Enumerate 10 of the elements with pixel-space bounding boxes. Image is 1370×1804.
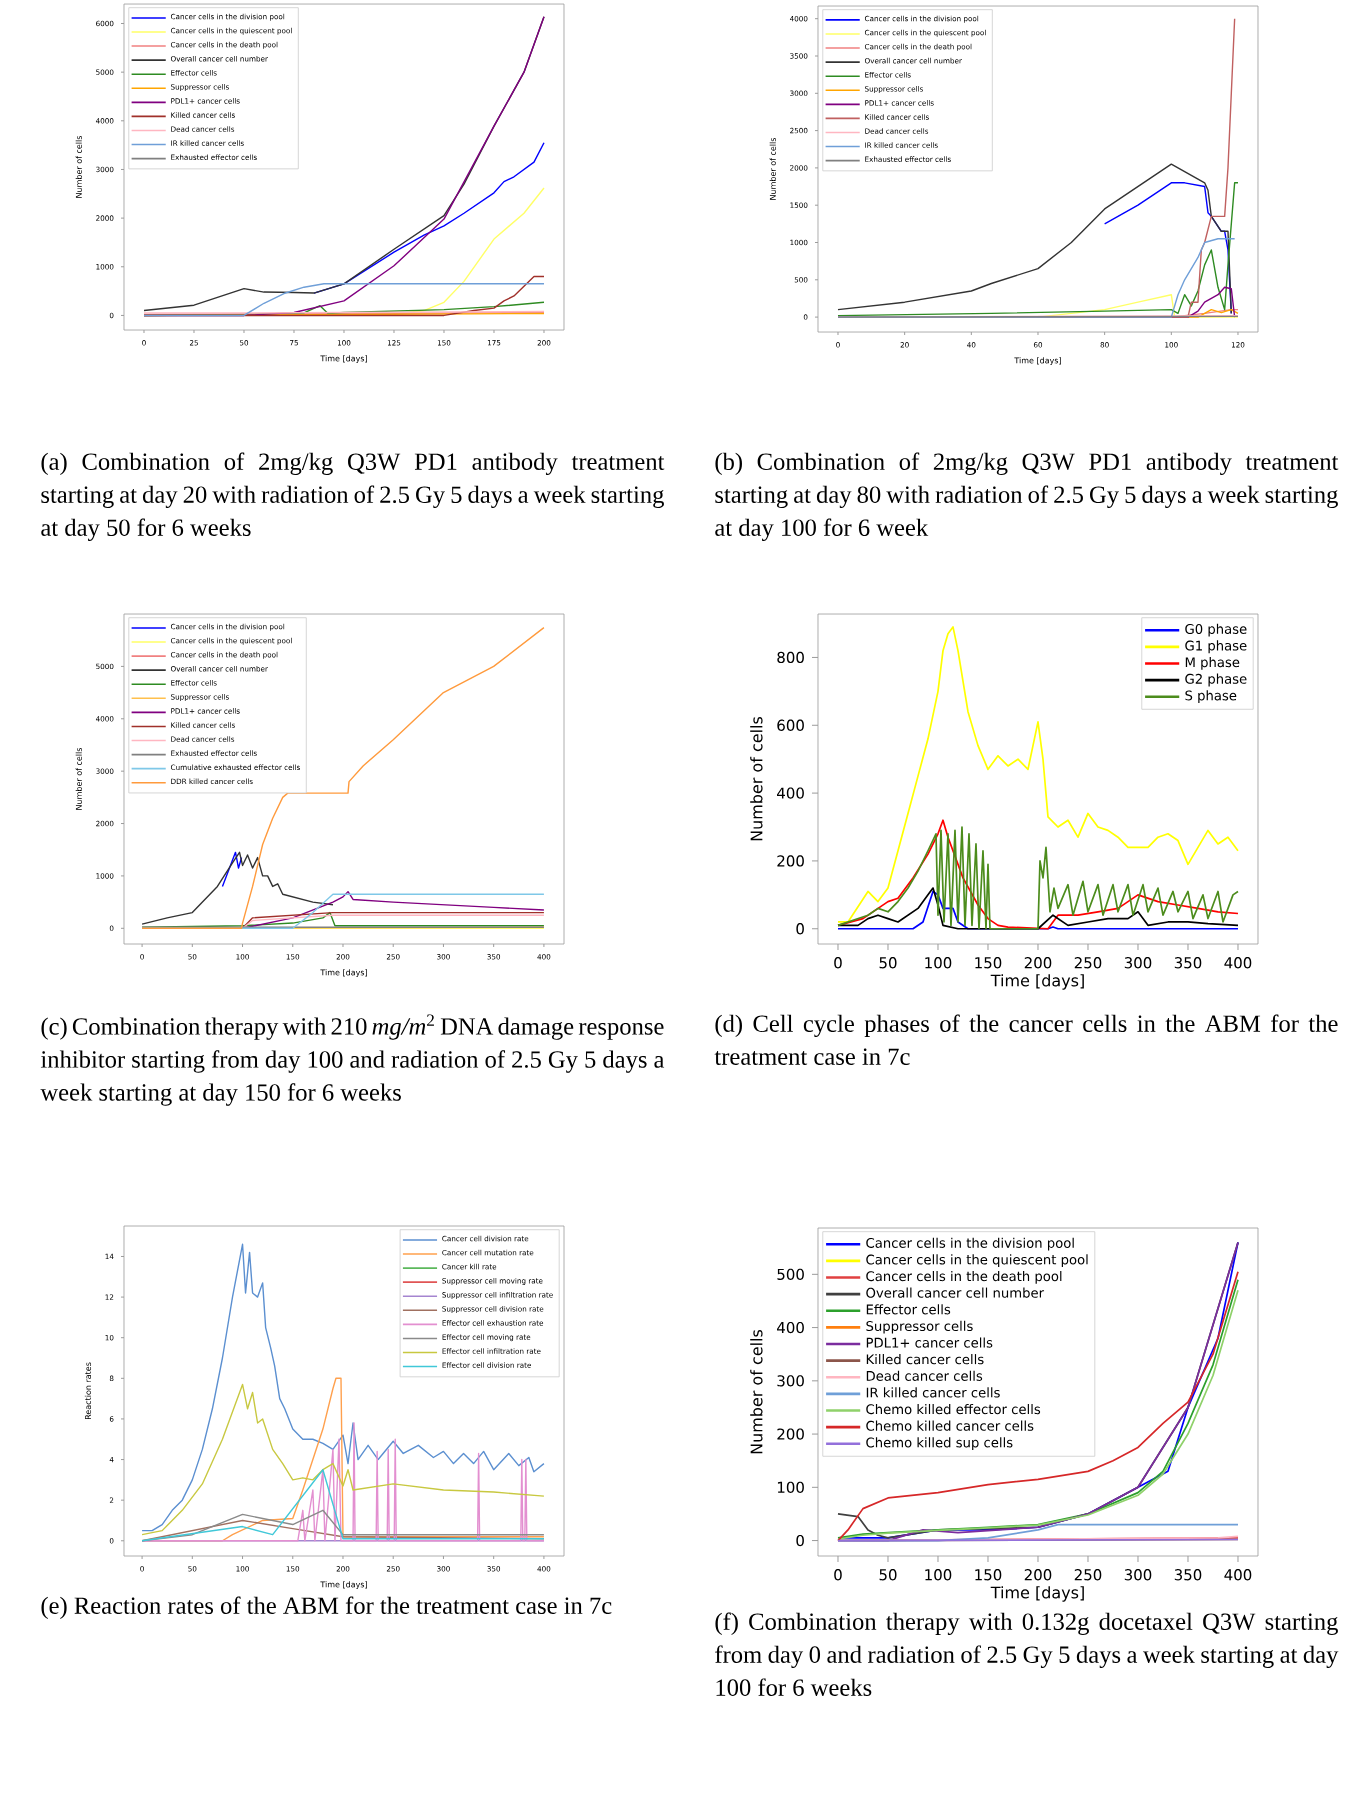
x-axis-title: Time [days]: [990, 974, 1084, 990]
text: (f) Combination therapy with 0.132g docetaxel Q3W starting from day 0 and radiation of 2.5 Gy 5 days a week starting at day 100 for 6 weeks: [715, 1612, 1339, 1696]
text: (a) Combination of 2mg/kg Q3W PD1 antibody treatment starting at day 20 with radiation of 2.5 Gy 5 days a week starting at day 50 for 6 weeks: [41, 452, 665, 542]
x-axis-title: Time [days]: [990, 1586, 1084, 1602]
text: (e) Reaction rates of the ABM for the treatment case in 7c: [41, 1596, 612, 1619]
text: (d) Cell cycle phases of the cancer cells in the ABM for the treatment case in 7c: [714, 1014, 1338, 1065]
text: (b) Combination of 2mg/kg Q3W PD1 antibody treatment starting at day 80 with radiation of 2.5 Gy 5 days a week starting at day 100 for 6 week: [715, 452, 1339, 542]
text: (c) Combination therapy with 210 mg/m$^{2}$ DNA damage response inhibitor starting from day 100 and radiation of 2.5 Gy 5 days a week starting at day 150 for 6 weeks: [40, 1014, 665, 1106]
y-axis-title: Number of cells: [750, 1329, 763, 1454]
y-axis-title: Number of cells: [750, 716, 763, 841]
